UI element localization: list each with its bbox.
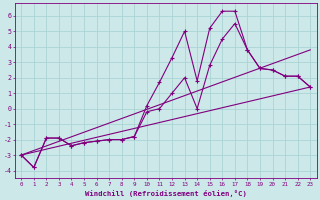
X-axis label: Windchill (Refroidissement éolien,°C): Windchill (Refroidissement éolien,°C) — [85, 190, 247, 197]
